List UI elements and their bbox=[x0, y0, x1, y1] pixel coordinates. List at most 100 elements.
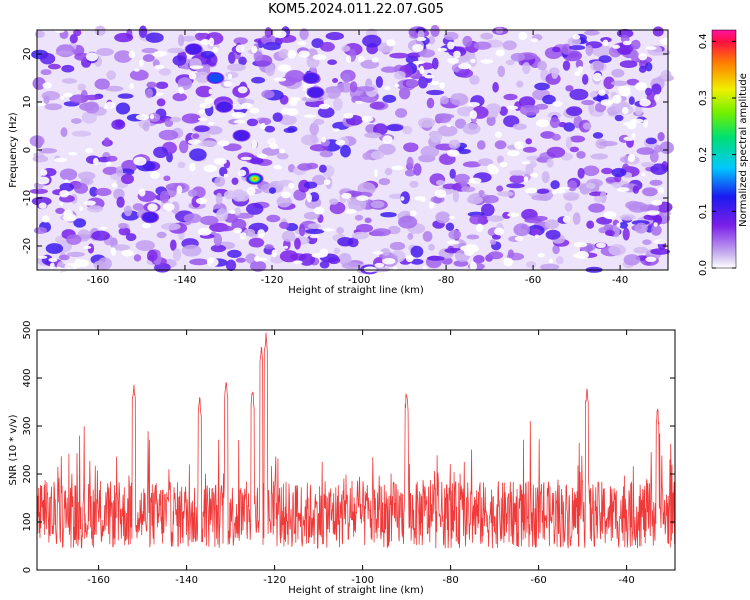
heatmap-cell bbox=[466, 234, 480, 240]
heatmap-y-ticks: -20 -10 0 10 20 bbox=[22, 48, 668, 254]
heatmap-cell bbox=[132, 203, 144, 211]
heatmap-cell bbox=[523, 176, 529, 183]
heatmap-cell bbox=[448, 229, 462, 240]
heatmap-cell bbox=[630, 49, 639, 62]
heatmap-x-tick-label: -120 bbox=[261, 275, 284, 286]
heatmap-cell bbox=[659, 37, 671, 45]
heatmap-cell bbox=[249, 157, 264, 165]
heatmap-cell bbox=[187, 189, 198, 197]
heatmap-cell bbox=[503, 257, 514, 267]
heatmap-y-tick-label: 0 bbox=[22, 147, 33, 153]
heatmap-cell bbox=[61, 78, 78, 84]
snr-y-tick: 0 bbox=[22, 567, 675, 573]
heatmap-cell bbox=[246, 186, 256, 196]
heatmap-cell bbox=[267, 137, 276, 145]
heatmap-cell bbox=[94, 25, 106, 36]
snr-frame bbox=[36, 329, 676, 571]
heatmap-cell bbox=[416, 36, 427, 42]
heatmap-cell bbox=[592, 72, 603, 82]
heatmap-cell bbox=[189, 162, 196, 172]
heatmap-cell bbox=[506, 105, 519, 110]
heatmap-cell bbox=[325, 31, 344, 41]
heatmap-cell bbox=[59, 202, 64, 206]
heatmap-x-tick-label: -140 bbox=[174, 275, 197, 286]
heatmap-cell bbox=[42, 82, 52, 89]
heatmap-cell bbox=[147, 249, 158, 262]
colorbar-tick: 0.3 bbox=[698, 90, 736, 106]
heatmap-cell bbox=[106, 161, 112, 166]
heatmap-y-tick: 0 bbox=[22, 147, 668, 153]
heatmap-cell bbox=[645, 62, 653, 72]
heatmap-cell bbox=[621, 107, 629, 115]
heatmap-cell bbox=[156, 92, 164, 96]
heatmap-cell bbox=[93, 157, 99, 166]
snr-x-ticks: -160 -140 -120 -100 -80 -60 -40 bbox=[87, 330, 635, 586]
heatmap-cell bbox=[121, 249, 134, 257]
heatmap-cell bbox=[596, 242, 606, 248]
heatmap-cell bbox=[563, 192, 580, 200]
heatmap-cell bbox=[55, 207, 65, 214]
heatmap-cell bbox=[287, 49, 297, 59]
heatmap-cell bbox=[63, 92, 73, 98]
heatmap-cell bbox=[406, 156, 414, 170]
heatmap-cell bbox=[234, 207, 241, 216]
heatmap-cell bbox=[507, 212, 520, 217]
heatmap-cell bbox=[565, 136, 572, 150]
heatmap-cell bbox=[245, 253, 257, 264]
heatmap-cell bbox=[631, 133, 636, 139]
heatmap-cell bbox=[34, 30, 45, 38]
heatmap-cell bbox=[652, 26, 664, 37]
heatmap-cell bbox=[233, 227, 243, 234]
heatmap-cell bbox=[407, 52, 421, 59]
heatmap-cell bbox=[293, 260, 303, 265]
heatmap-cell bbox=[572, 34, 581, 40]
heatmap-cell bbox=[162, 203, 175, 212]
heatmap-cell bbox=[422, 231, 433, 242]
heatmap-cell bbox=[195, 71, 210, 84]
heatmap-cell bbox=[641, 162, 654, 168]
heatmap-cell bbox=[612, 44, 621, 49]
heatmap-cell bbox=[233, 119, 246, 124]
heatmap-cell bbox=[97, 257, 112, 270]
heatmap-cell bbox=[470, 58, 476, 64]
heatmap-cell bbox=[657, 132, 665, 142]
heatmap-cell bbox=[449, 168, 456, 179]
heatmap-cell bbox=[73, 218, 87, 228]
heatmap-cell bbox=[251, 76, 266, 84]
heatmap-cell bbox=[269, 187, 276, 194]
heatmap-cell bbox=[279, 148, 286, 154]
heatmap-cell bbox=[346, 55, 352, 63]
colorbar-tick-label: 0.3 bbox=[698, 90, 709, 106]
heatmap-cell bbox=[231, 103, 246, 110]
heatmap-cell bbox=[87, 243, 95, 254]
heatmap-cell bbox=[32, 77, 46, 90]
heatmap-cell bbox=[294, 238, 301, 250]
heatmap-cell bbox=[499, 161, 508, 168]
heatmap-cell bbox=[531, 228, 541, 237]
heatmap-cell bbox=[439, 96, 449, 105]
heatmap-cell bbox=[362, 152, 372, 161]
heatmap-cell bbox=[214, 158, 227, 165]
heatmap-cell bbox=[70, 118, 82, 124]
heatmap-cell bbox=[61, 64, 75, 73]
heatmap-cell bbox=[585, 45, 594, 56]
heatmap-cell bbox=[469, 261, 477, 271]
heatmap-cell bbox=[569, 45, 586, 51]
heatmap-cell bbox=[54, 157, 68, 163]
heatmap-cell bbox=[650, 163, 668, 175]
heatmap-x-tick-label: -160 bbox=[87, 275, 110, 286]
heatmap-cell bbox=[156, 98, 166, 107]
heatmap-cell bbox=[598, 140, 618, 147]
heatmap-cell bbox=[141, 47, 159, 54]
heatmap-cell bbox=[354, 214, 364, 221]
heatmap-cell bbox=[94, 78, 110, 90]
heatmap-y-axis-label: Frequency (Hz) bbox=[8, 112, 19, 188]
heatmap-cell bbox=[85, 147, 93, 154]
heatmap-cell bbox=[562, 60, 571, 71]
heatmap-cell bbox=[633, 246, 649, 254]
heatmap-cell bbox=[322, 228, 335, 232]
heatmap-cell bbox=[447, 149, 460, 157]
heatmap-cell bbox=[237, 96, 247, 104]
heatmap-cell bbox=[602, 39, 609, 47]
